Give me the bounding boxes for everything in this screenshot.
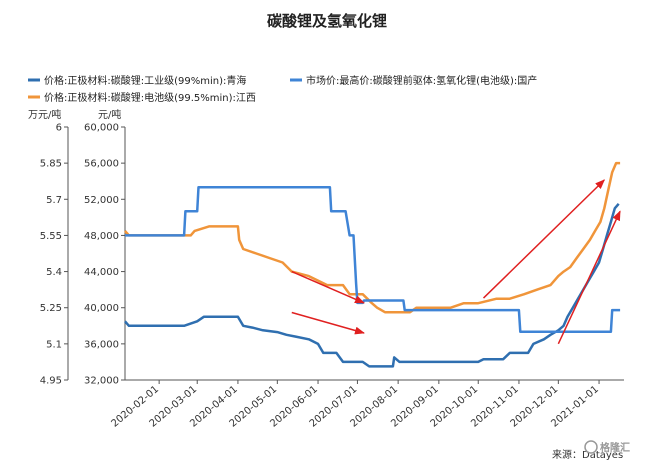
annotation-layer [291, 179, 621, 345]
watermark-text: 格隆汇 [600, 441, 630, 454]
left-tick-label: 5.55 [40, 231, 62, 242]
left-tick-label: 5.85 [40, 159, 62, 170]
left-axis-ticks: 6 5.85 5.7 5.55 5.4 5.25 5.1 4.95 [40, 123, 68, 387]
right-axis-ticks: 60,000 56,000 52,000 48,000 44,000 40,000 36,0… [84, 123, 125, 387]
series-line-qinghai-lithium-carbonate [124, 202, 620, 368]
source-prefix: 来源： [552, 448, 582, 461]
right-tick-label: 36,000 [84, 339, 119, 350]
series-layer [124, 161, 621, 368]
right-axis-unit: 元/吨 [98, 108, 121, 121]
series-line-jiangxi-lithium-carbonate [124, 161, 621, 314]
footer: 来源：Datayes 格隆汇 [552, 440, 630, 461]
left-axis-unit: 万元/吨 [28, 108, 61, 121]
right-tick-label: 48,000 [84, 231, 119, 242]
right-tick-label: 40,000 [84, 303, 119, 314]
source-label: 来源：Datayes [552, 448, 623, 461]
right-tick-label: 60,000 [84, 123, 119, 134]
arrow-annotation-carbonate-decline [291, 311, 365, 335]
arrow-annotation-industrial-rise [557, 210, 621, 345]
left-tick-label: 5.1 [46, 339, 62, 350]
arrow-annotation-carbonate-rise [482, 179, 606, 299]
legend-item-jiangxi-lithium-carbonate[interactable]: 价格:正极材料:碳酸锂:电池级(99.5%min):江西 [28, 91, 256, 104]
watermark-logo: 格隆汇 [584, 440, 630, 454]
legend-label: 价格:正极材料:碳酸锂:电池级(99.5%min):江西 [44, 91, 256, 104]
source-name: Datayes [582, 450, 623, 461]
right-tick-label: 52,000 [84, 195, 119, 206]
x-axis-ticks: 2020-02-012020-03-012020-04-012020-05-01… [109, 380, 601, 430]
watermark-icon [584, 440, 598, 454]
left-tick-label: 5.4 [46, 267, 62, 278]
left-tick-label: 5.7 [46, 195, 62, 206]
legend-label: 价格:正极材料:碳酸锂:工业级(99%min):青海 [44, 74, 246, 87]
series-line-lithium-hydroxide [125, 185, 621, 334]
left-tick-label: 5.25 [40, 303, 62, 314]
legend: 价格:正极材料:碳酸锂:工业级(99%min):青海 价格:正极材料:碳酸锂:电… [28, 74, 537, 104]
chart-title: 碳酸锂及氢氧化锂 [267, 12, 387, 30]
right-tick-label: 56,000 [84, 159, 119, 170]
legend-item-qinghai-lithium-carbonate[interactable]: 价格:正极材料:碳酸锂:工业级(99%min):青海 [28, 74, 246, 87]
left-tick-label: 4.95 [40, 376, 62, 387]
legend-item-lithium-hydroxide[interactable]: 市场价:最高价:碳酸锂前驱体:氢氧化锂(电池级):国产 [290, 74, 537, 87]
right-tick-label: 44,000 [84, 267, 119, 278]
arrow-annotation-hydroxide-decline [291, 270, 365, 304]
legend-label: 市场价:最高价:碳酸锂前驱体:氢氧化锂(电池级):国产 [306, 74, 537, 87]
right-tick-label: 32,000 [84, 376, 119, 387]
left-tick-label: 6 [56, 123, 62, 134]
